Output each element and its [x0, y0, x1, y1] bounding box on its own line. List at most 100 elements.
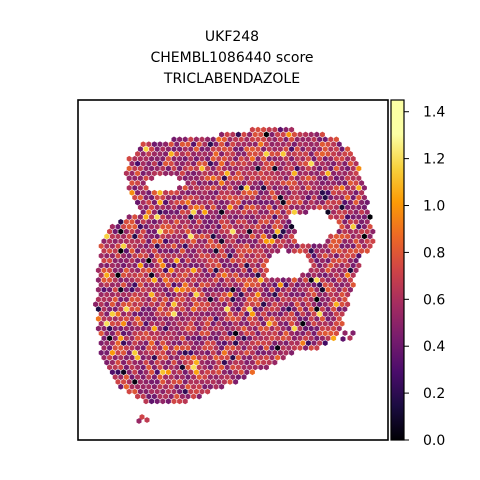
spot: [238, 349, 244, 356]
spot: [294, 185, 300, 191]
spot: [291, 131, 297, 138]
spot: [137, 155, 143, 162]
spot: [207, 325, 213, 332]
spot: [95, 286, 101, 293]
spot: [199, 185, 205, 191]
spot: [216, 311, 222, 317]
spot: [193, 204, 199, 211]
spot: [247, 141, 253, 148]
spot: [157, 141, 163, 148]
spot: [207, 364, 213, 371]
spot: [188, 272, 194, 279]
spot: [121, 320, 127, 327]
spot: [263, 257, 269, 264]
spot: [230, 335, 236, 342]
spot: [163, 257, 169, 264]
spot: [219, 189, 225, 196]
spot: [199, 272, 205, 279]
spot: [121, 349, 127, 356]
spot: [213, 277, 219, 283]
spot: [300, 204, 306, 211]
spot: [235, 364, 241, 371]
spot: [291, 296, 297, 303]
spot: [275, 131, 281, 138]
spot: [289, 194, 295, 201]
spot: [227, 223, 233, 230]
spot: [140, 160, 146, 167]
spot: [171, 379, 177, 385]
spot: [258, 286, 264, 293]
spot: [143, 262, 149, 269]
spot: [269, 335, 275, 342]
spot: [350, 194, 356, 201]
spot: [303, 160, 309, 167]
spot: [247, 364, 253, 371]
spot: [328, 282, 334, 288]
spot: [311, 252, 317, 259]
spot: [196, 209, 202, 216]
spot: [342, 248, 348, 254]
spot: [224, 277, 230, 283]
spot: [216, 340, 222, 346]
spot: [154, 262, 160, 269]
spot: [221, 330, 227, 337]
spot: [300, 272, 306, 279]
spot: [199, 243, 205, 249]
spot: [350, 233, 356, 240]
spot: [104, 349, 110, 356]
colorbar-tick-label: 0.6: [423, 292, 445, 308]
spot: [185, 248, 191, 254]
spot: [350, 243, 356, 249]
spot: [202, 335, 208, 342]
spot: [247, 228, 253, 235]
spot: [95, 325, 101, 332]
spot: [261, 185, 267, 191]
spot: [101, 248, 107, 254]
spot: [221, 272, 227, 279]
spot: [202, 228, 208, 235]
spot: [258, 306, 264, 313]
spot: [311, 243, 317, 249]
spot: [275, 296, 281, 303]
spot: [182, 291, 188, 298]
spot: [230, 131, 236, 138]
spot: [205, 214, 211, 220]
spot: [230, 315, 236, 322]
spot: [205, 185, 211, 191]
spot: [118, 315, 124, 322]
spot: [185, 306, 191, 313]
spot: [241, 354, 247, 361]
spot: [339, 214, 345, 220]
spot: [347, 277, 353, 283]
spot: [115, 311, 121, 317]
spot: [300, 194, 306, 201]
spot: [291, 141, 297, 148]
spot: [263, 218, 269, 225]
spot: [151, 286, 157, 293]
spot: [210, 320, 216, 327]
spot: [350, 165, 356, 172]
spot: [336, 238, 342, 245]
spot: [319, 277, 325, 283]
spot: [154, 272, 160, 279]
spot: [196, 248, 202, 254]
spot: [291, 228, 297, 235]
spot: [255, 136, 261, 143]
spot: [272, 155, 278, 162]
spot: [317, 301, 323, 308]
spot: [213, 267, 219, 274]
spot: [328, 204, 334, 211]
spot: [275, 286, 281, 293]
spot: [140, 151, 146, 157]
title-line-3: TRICLABENDAZOLE: [163, 71, 300, 87]
spot: [132, 388, 138, 395]
spot: [252, 131, 258, 138]
spot: [275, 306, 281, 313]
spot: [359, 228, 365, 235]
spot: [238, 165, 244, 172]
spot: [98, 301, 104, 308]
spot: [230, 248, 236, 254]
spot: [174, 141, 180, 148]
spot: [140, 238, 146, 245]
spot: [227, 369, 233, 376]
